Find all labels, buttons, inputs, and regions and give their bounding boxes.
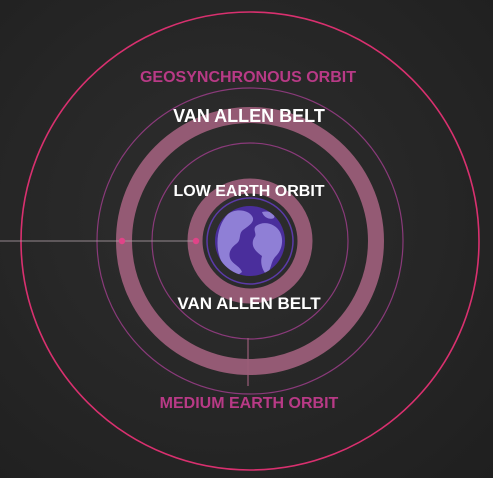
- van-allen-belt-label-bottom: VAN ALLEN BELT: [177, 294, 321, 313]
- satellite-dot-inner: [192, 237, 200, 245]
- low-earth-orbit-ring: [206, 197, 294, 285]
- geosynchronous-orbit-label: GEOSYNCHRONOUS ORBIT: [140, 69, 356, 86]
- van-allen-belt-label-top: VAN ALLEN BELT: [173, 106, 325, 126]
- earth-icon: [215, 206, 285, 276]
- satellite-dot-outer: [118, 237, 126, 245]
- medium-earth-orbit-label: MEDIUM EARTH ORBIT: [160, 395, 339, 412]
- low-earth-orbit-label: LOW EARTH ORBIT: [173, 183, 324, 200]
